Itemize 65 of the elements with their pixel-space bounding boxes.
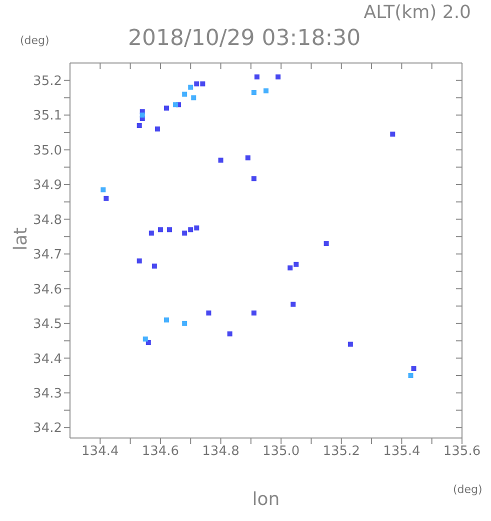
x-axis-title: lon (252, 489, 280, 510)
point (188, 227, 194, 232)
x-tick-label: 135.6 (443, 444, 481, 460)
point (194, 225, 200, 230)
point (276, 74, 281, 80)
y-tick-label: 35.0 (33, 143, 62, 158)
y-tick-label: 34.9 (33, 178, 62, 194)
y-axis-title: lat (10, 227, 32, 250)
point (136, 258, 142, 264)
point (164, 317, 169, 322)
y-tick-label: 34.2 (33, 421, 62, 436)
point (140, 112, 145, 118)
point (324, 241, 329, 246)
point (227, 331, 232, 336)
text: (deg) (20, 34, 50, 47)
point (154, 126, 160, 132)
point (194, 81, 200, 86)
chart-title: 2018/10/29 03:18:30 (128, 26, 361, 51)
point (294, 262, 299, 267)
point (152, 264, 157, 269)
point (348, 342, 353, 347)
point (408, 373, 414, 378)
y-tick-label: 34.8 (33, 212, 62, 228)
point (290, 302, 296, 307)
x-tick-label: 134.8 (202, 444, 240, 460)
y-tick-label: 34.5 (33, 317, 62, 332)
point (251, 176, 256, 182)
point (142, 336, 148, 342)
point (288, 265, 293, 270)
point (251, 90, 256, 96)
point (100, 187, 106, 192)
point (200, 81, 206, 86)
point (264, 88, 268, 94)
point (254, 74, 260, 80)
x-tick-label: 135.0 (262, 444, 300, 460)
point (182, 230, 188, 236)
point (188, 84, 194, 90)
point (164, 106, 169, 111)
y-tick-label: 34.7 (33, 248, 62, 263)
point (158, 227, 163, 232)
point (182, 320, 188, 326)
x-tick-label: 134.6 (142, 444, 180, 460)
point (390, 132, 396, 137)
point (167, 227, 172, 232)
point (191, 95, 196, 100)
point (206, 310, 212, 316)
point (245, 155, 250, 160)
point (148, 230, 154, 236)
point (411, 366, 416, 372)
x-tick-label: 134.4 (82, 444, 119, 460)
chart-subtitle: ALT(km) 2.0 (364, 2, 471, 23)
point (218, 158, 224, 163)
point (182, 92, 188, 97)
y-tick-label: 34.3 (33, 386, 62, 402)
y-tick-label: 35.2 (33, 74, 62, 89)
y-tick-label: 34.4 (33, 352, 62, 367)
x-tick-label: 135.4 (383, 444, 420, 460)
y-tick-label: 35.1 (33, 108, 62, 124)
point (104, 196, 109, 201)
point (173, 102, 178, 108)
point (136, 123, 142, 128)
point (251, 310, 256, 316)
y-tick-label: 34.6 (33, 282, 62, 298)
x-tick-label: 135.2 (322, 444, 360, 460)
text: (deg) (453, 483, 482, 496)
